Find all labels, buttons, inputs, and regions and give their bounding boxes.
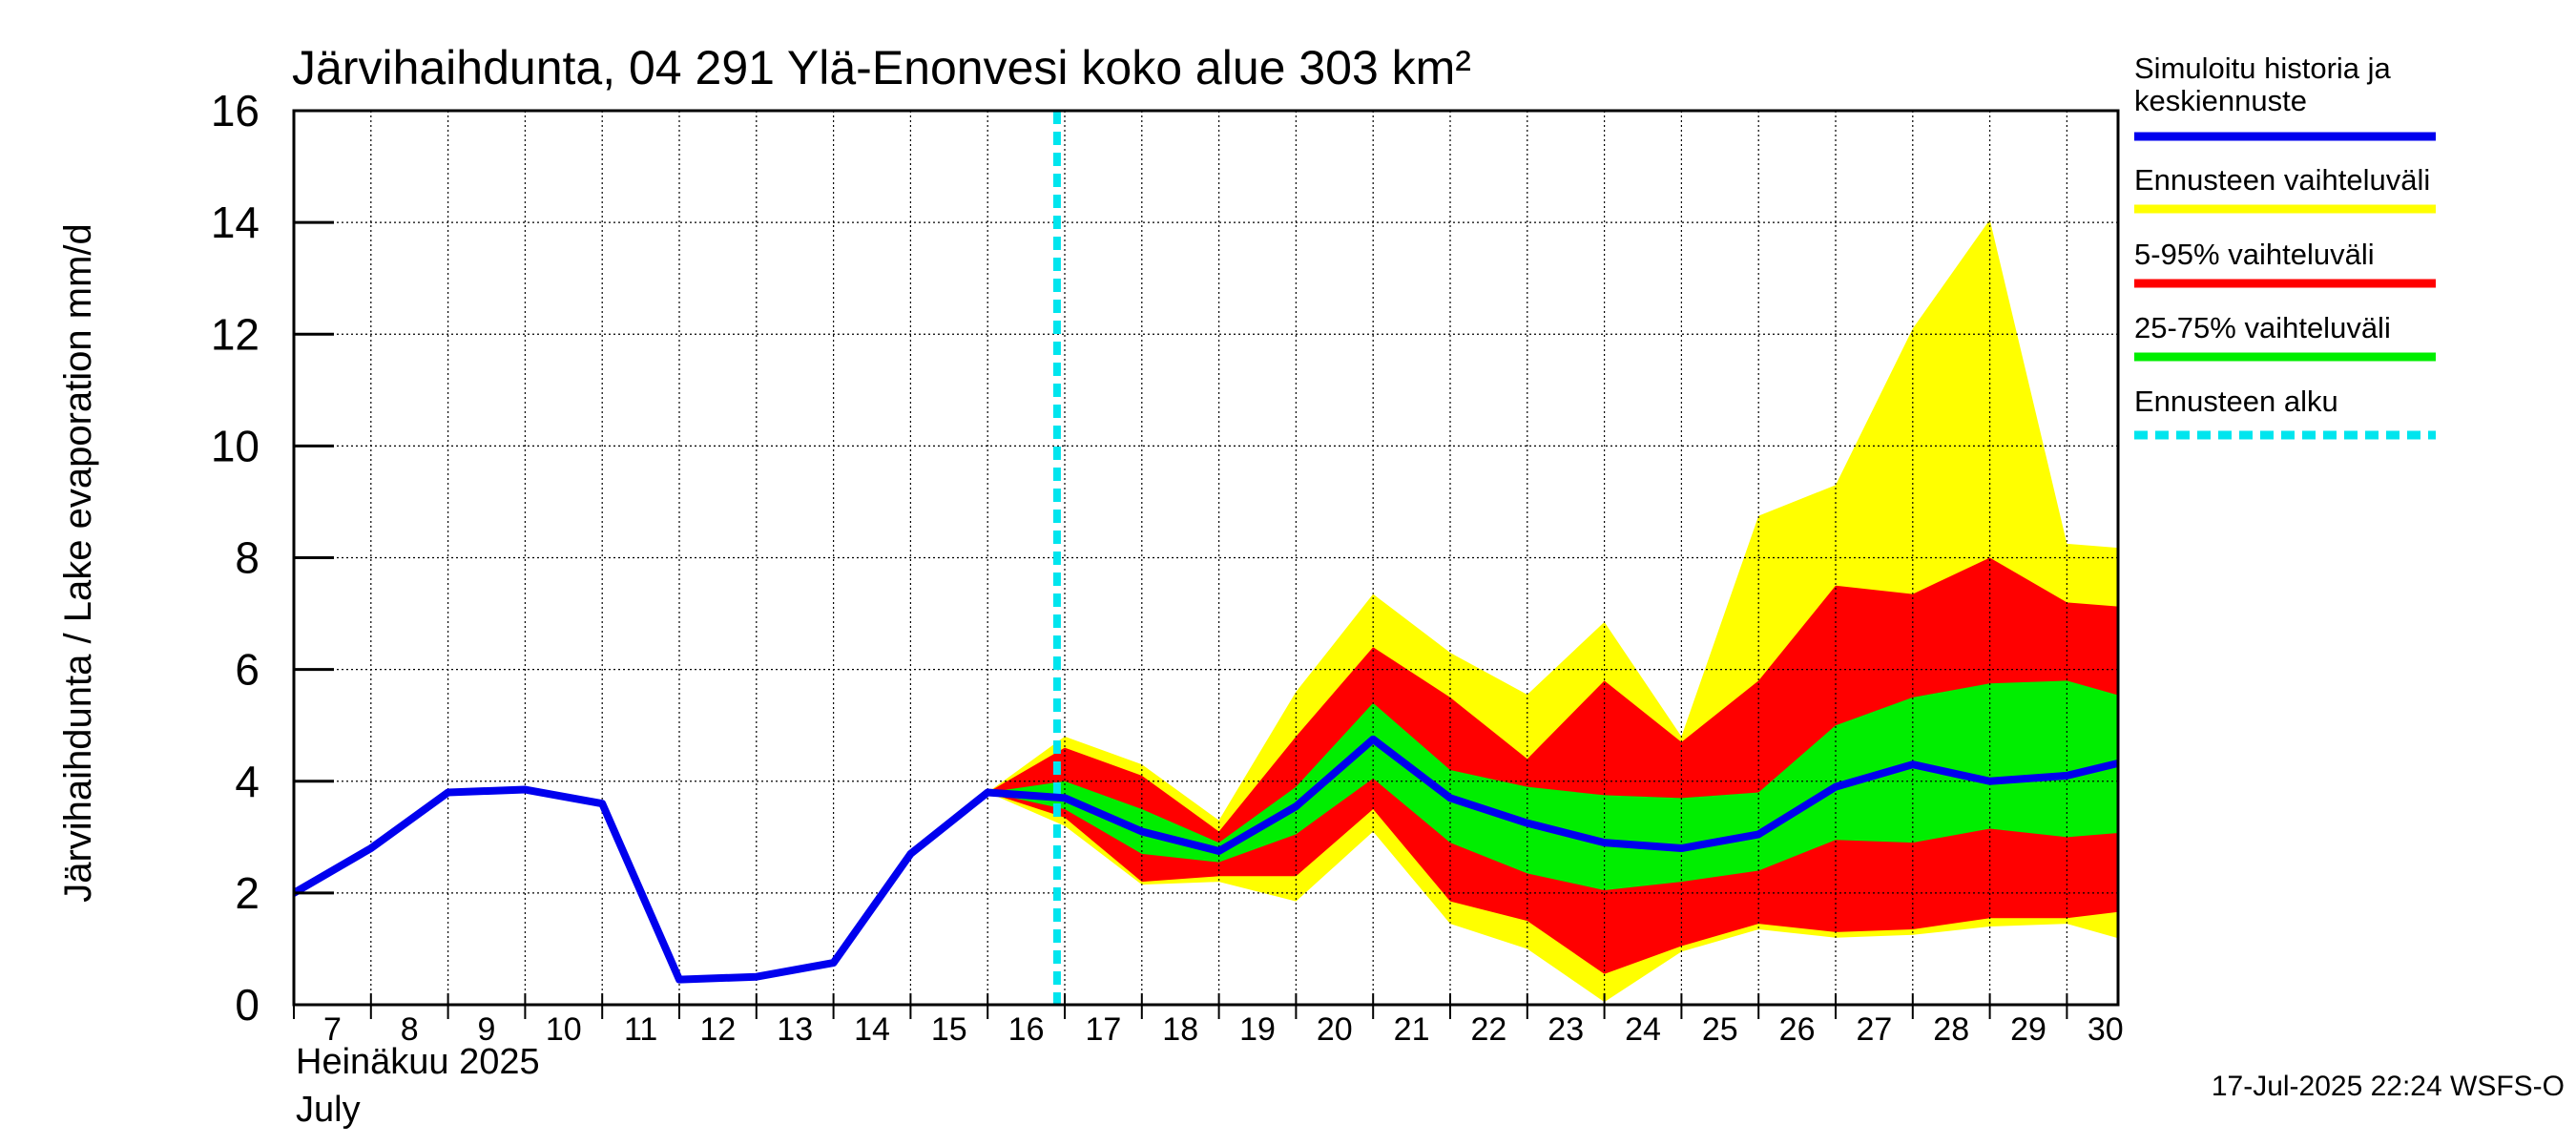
month-label-en: July	[296, 1090, 361, 1130]
x-tick-label: 28	[1933, 1011, 1969, 1048]
x-tick-label: 14	[854, 1011, 890, 1048]
y-tick-label: 12	[211, 309, 260, 359]
legend-label: Ennusteen alku	[2134, 385, 2338, 418]
legend-item: 5-95% vaihteluväli	[2134, 238, 2436, 288]
chart-title: Järvihaihdunta, 04 291 Ylä-Enonvesi koko…	[292, 41, 1471, 94]
legend-item: Ennusteen vaihteluväli	[2134, 163, 2436, 214]
y-tick-label: 4	[235, 757, 260, 806]
month-label-fi: Heinäkuu 2025	[296, 1042, 540, 1082]
series-lines	[294, 111, 2118, 1005]
x-tick-label: 30	[2088, 1011, 2124, 1048]
y-tick-label: 0	[235, 980, 260, 1030]
y-tick-label: 14	[211, 198, 260, 247]
legend-label: Simuloitu historia ja	[2134, 52, 2392, 85]
y-axis-label: Järvihaihdunta / Lake evaporation mm/d	[57, 223, 99, 903]
legend-label: keskiennuste	[2134, 84, 2307, 117]
x-axis: 7 8 9 10 11 12 13 14 15 16 17 18 19 20 21 22 23 24 25 26 27 2…	[293, 993, 2124, 1048]
x-tick-label: 27	[1856, 1011, 1892, 1048]
legend-label: 5-95% vaihteluväli	[2134, 238, 2375, 271]
x-tick-label: 15	[931, 1011, 967, 1048]
y-tick-label: 16	[211, 86, 260, 135]
x-tick-label: 18	[1162, 1011, 1198, 1048]
x-tick-label: 24	[1625, 1011, 1661, 1048]
y-tick-label: 2	[235, 868, 260, 918]
x-tick-label: 21	[1394, 1011, 1430, 1048]
x-tick-label: 26	[1779, 1011, 1816, 1048]
x-tick-label: 29	[2010, 1011, 2046, 1048]
x-tick-label: 19	[1239, 1011, 1276, 1048]
series-line-1	[294, 735, 2118, 984]
y-tick-label: 10	[211, 421, 260, 470]
x-tick-label: 23	[1548, 1011, 1584, 1048]
legend-label: 25-75% vaihteluväli	[2134, 311, 2391, 344]
x-tick-label: 9	[478, 1011, 496, 1048]
legend-item: Ennusteen alku	[2134, 385, 2436, 440]
legend-label: Ennusteen vaihteluväli	[2134, 163, 2430, 197]
x-tick-label: 16	[1008, 1011, 1045, 1048]
x-tick-label: 25	[1702, 1011, 1738, 1048]
forecast-bands	[987, 219, 2118, 1003]
x-tick-label: 8	[401, 1011, 419, 1048]
footer-timestamp: 17-Jul-2025 22:24 WSFS-O	[2212, 1071, 2565, 1102]
legend-item: 25-75% vaihteluväli	[2134, 311, 2436, 362]
band-3	[987, 680, 2118, 890]
x-tick-label: 11	[624, 1011, 657, 1048]
x-tick-label: 22	[1470, 1011, 1506, 1048]
x-tick-label: 17	[1085, 1011, 1121, 1048]
y-tick-label: 8	[235, 533, 260, 583]
x-tick-label: 10	[546, 1011, 582, 1048]
y-axis: 0 2 4 6 8 10 12 14 16	[211, 86, 334, 1030]
x-tick-label: 12	[699, 1011, 736, 1048]
x-tick-label: 20	[1317, 1011, 1353, 1048]
x-tick-label: 13	[777, 1011, 813, 1048]
x-tick-label: 7	[323, 1011, 342, 1048]
grid	[294, 111, 2118, 1005]
y-tick-label: 6	[235, 645, 260, 695]
